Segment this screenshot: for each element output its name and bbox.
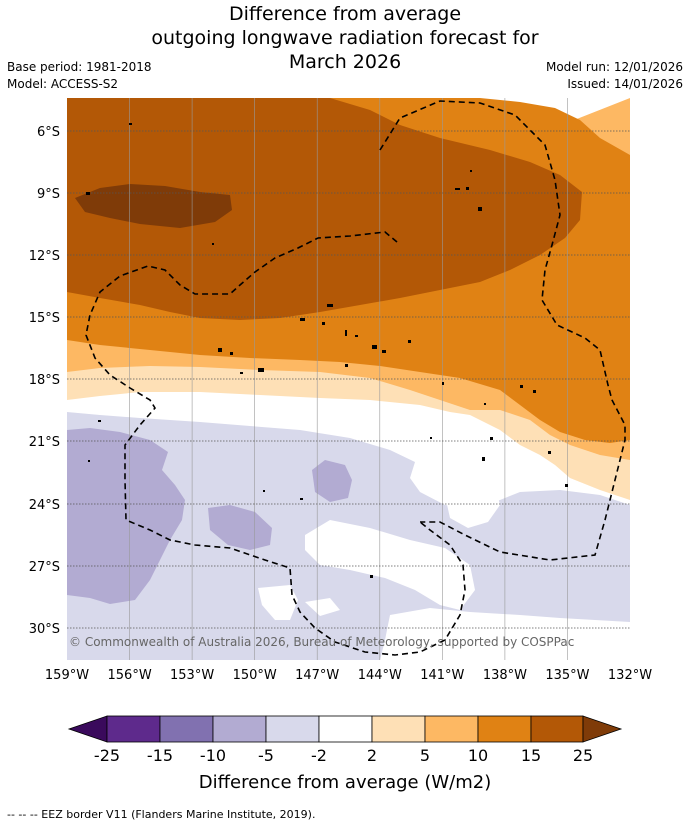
eez-legend-note: -- -- -- EEZ border V11 (Flanders Marine… bbox=[7, 808, 316, 821]
colorbar-segment bbox=[371, 715, 426, 743]
band-n10-n5 bbox=[208, 505, 272, 550]
lon-label: 141°W bbox=[420, 668, 464, 683]
colorbar-tick: 2 bbox=[367, 746, 377, 765]
band-n5-n2-patch bbox=[505, 572, 578, 612]
colorbar-segment bbox=[106, 715, 161, 743]
lat-label: 6°S bbox=[37, 125, 60, 140]
lon-label: 135°W bbox=[545, 668, 589, 683]
lat-label: 15°S bbox=[29, 311, 60, 326]
lat-label: 24°S bbox=[29, 498, 60, 513]
band-p15-p25 bbox=[67, 98, 582, 320]
colorbar-tick: 5 bbox=[420, 746, 430, 765]
model-name: Model: ACCESS-S2 bbox=[7, 77, 119, 91]
band-n10-n5 bbox=[312, 460, 352, 502]
title-line-2: outgoing longwave radiation forecast for bbox=[151, 27, 539, 49]
anomaly-field: © Commonwealth of Australia 2026, Bureau… bbox=[67, 98, 630, 660]
lon-label: 132°W bbox=[608, 668, 652, 683]
lat-label: 18°S bbox=[29, 373, 60, 388]
latitude-axis: 6°S 9°S 12°S 15°S 18°S 21°S 24°S 27°S 30… bbox=[29, 125, 60, 637]
colorbar-segment bbox=[424, 715, 479, 743]
colorbar-segment bbox=[477, 715, 532, 743]
lat-label: 12°S bbox=[29, 249, 60, 264]
lon-label: 147°W bbox=[295, 668, 339, 683]
colorbar-tick: -2 bbox=[311, 746, 327, 765]
issued-date: Issued: 14/01/2026 bbox=[567, 77, 683, 91]
colorbar-extend-min bbox=[67, 715, 108, 743]
lat-label: 30°S bbox=[29, 622, 60, 637]
colorbar-segment bbox=[212, 715, 267, 743]
colorbar-tick: -10 bbox=[200, 746, 226, 765]
colorbar-tick: -25 bbox=[94, 746, 120, 765]
meta-right: Model run: 12/01/2026 Issued: 14/01/2026 bbox=[546, 59, 683, 93]
title-line-3: March 2026 bbox=[288, 51, 402, 73]
copyright-notice: © Commonwealth of Australia 2026, Bureau… bbox=[69, 635, 574, 649]
base-period: Base period: 1981-2018 bbox=[7, 60, 152, 74]
colorbar: -25 -15 -10 -5 -2 2 5 10 15 25 Differenc… bbox=[67, 715, 623, 793]
meta-left: Base period: 1981-2018 Model: ACCESS-S2 bbox=[7, 59, 152, 93]
colorbar-tick: 25 bbox=[573, 746, 593, 765]
lon-label: 159°W bbox=[45, 668, 89, 683]
band-neutral-pocket bbox=[446, 474, 500, 528]
band-neutral-pocket bbox=[305, 520, 475, 610]
lon-label: 156°W bbox=[108, 668, 152, 683]
colorbar-segment bbox=[530, 715, 584, 743]
lat-label: 21°S bbox=[29, 435, 60, 450]
lon-label: 150°W bbox=[233, 668, 277, 683]
band-above-25 bbox=[75, 184, 232, 228]
title-line-1: Difference from average bbox=[228, 3, 462, 25]
lat-label: 9°S bbox=[37, 187, 60, 202]
colorbar-tick: 10 bbox=[468, 746, 488, 765]
model-run: Model run: 12/01/2026 bbox=[545, 60, 683, 74]
map-title: Difference from average outgoing longwav… bbox=[0, 2, 690, 74]
colorbar-tick: 15 bbox=[521, 746, 541, 765]
colorbar-ticks: -25 -15 -10 -5 -2 2 5 10 15 25 bbox=[94, 746, 593, 765]
colorbar-tick: -5 bbox=[258, 746, 274, 765]
colorbar-title: Difference from average (W/m2) bbox=[199, 772, 491, 793]
lon-label: 144°W bbox=[358, 668, 402, 683]
lon-label: 138°W bbox=[483, 668, 527, 683]
eez-border bbox=[85, 100, 626, 656]
colorbar-tick: -15 bbox=[147, 746, 173, 765]
colorbar-segment bbox=[159, 715, 214, 743]
longitude-axis: 159°W 156°W 153°W 150°W 147°W 144°W 141°… bbox=[45, 668, 652, 683]
islands bbox=[86, 123, 568, 578]
lon-label: 153°W bbox=[170, 668, 214, 683]
band-neutral-pocket bbox=[258, 585, 298, 620]
graticule-latitude bbox=[67, 130, 630, 629]
colorbar-segment bbox=[265, 715, 320, 743]
colorbar-segment bbox=[318, 715, 373, 743]
lat-label: 27°S bbox=[29, 560, 60, 575]
colorbar-extend-max bbox=[582, 715, 623, 743]
band-neutral-pocket bbox=[305, 598, 340, 616]
